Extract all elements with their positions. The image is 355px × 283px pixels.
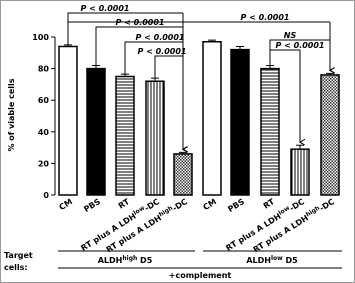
- group-label-text: ALDH: [246, 256, 271, 265]
- bar: [290, 148, 310, 196]
- x-tick-label: RT: [262, 197, 277, 211]
- annotation: NS: [284, 31, 297, 40]
- bar: [230, 48, 250, 196]
- y-tick-label: 40: [38, 128, 50, 137]
- y-axis-label: % of viable cells: [7, 78, 16, 151]
- bar: [173, 153, 193, 196]
- x-tick-label-end: -DC: [171, 197, 189, 213]
- bracket: [67, 21, 330, 46]
- x-tick-label-text: PBS: [226, 197, 246, 214]
- error-bar: [326, 72, 334, 75]
- error-bar: [179, 151, 187, 154]
- group-label-text: ALDH: [98, 256, 123, 265]
- bracket: [154, 55, 183, 81]
- annotation: P < 0.0001: [275, 41, 324, 50]
- group-label-sup: high: [122, 255, 137, 262]
- x-tick-label-text: CM: [202, 197, 219, 212]
- bracket: [269, 49, 300, 68]
- x-tick-label-end: -DC: [143, 197, 161, 213]
- bar: [202, 40, 222, 196]
- y-tick-label: 60: [38, 96, 50, 105]
- group-label: ALDHhigh D5: [98, 255, 153, 265]
- x-tick-label: PBS: [82, 197, 102, 214]
- y-tick-label: 0: [43, 191, 49, 200]
- group-label: ALDHlow D5: [246, 255, 298, 265]
- error-bar: [236, 45, 244, 50]
- annotation: P < 0.0001: [240, 13, 289, 22]
- x-tick-label-text: RT: [262, 197, 277, 211]
- y-tick-label: 20: [38, 159, 50, 168]
- y-tick-label: 100: [32, 33, 49, 42]
- bar: [115, 75, 135, 196]
- x-tick-label-end: -DC: [318, 197, 336, 213]
- x-tick-label: CM: [58, 197, 75, 212]
- x-tick-label-text: RT: [117, 197, 132, 211]
- bar: [260, 67, 280, 196]
- bar: [145, 80, 165, 196]
- group-label-end: D5: [137, 256, 152, 265]
- row-label: cells:: [4, 263, 28, 272]
- annotation: P < 0.0001: [80, 4, 129, 13]
- bar: [58, 45, 78, 196]
- annotation: P < 0.0001: [137, 47, 186, 56]
- x-tick-label: CM: [202, 197, 219, 212]
- bar: [320, 74, 340, 196]
- x-tick-label: PBS: [226, 197, 246, 214]
- x-tick-label-text: PBS: [82, 197, 102, 214]
- x-tick-label: RT: [117, 197, 132, 211]
- annotation: P < 0.0001: [135, 33, 184, 42]
- group-label-end: D5: [283, 256, 298, 265]
- treatment-label: +complement: [169, 271, 232, 280]
- x-tick-label-end: -DC: [288, 197, 306, 213]
- row-label: Target: [4, 251, 33, 260]
- bracket: [124, 41, 183, 76]
- bar: [86, 67, 106, 196]
- y-tick-label: 80: [38, 65, 50, 74]
- error-bar: [208, 39, 216, 42]
- error-bar: [296, 144, 304, 150]
- bracket: [95, 26, 183, 68]
- group-label-sup: low: [271, 255, 283, 262]
- x-tick-label-text: CM: [58, 197, 75, 212]
